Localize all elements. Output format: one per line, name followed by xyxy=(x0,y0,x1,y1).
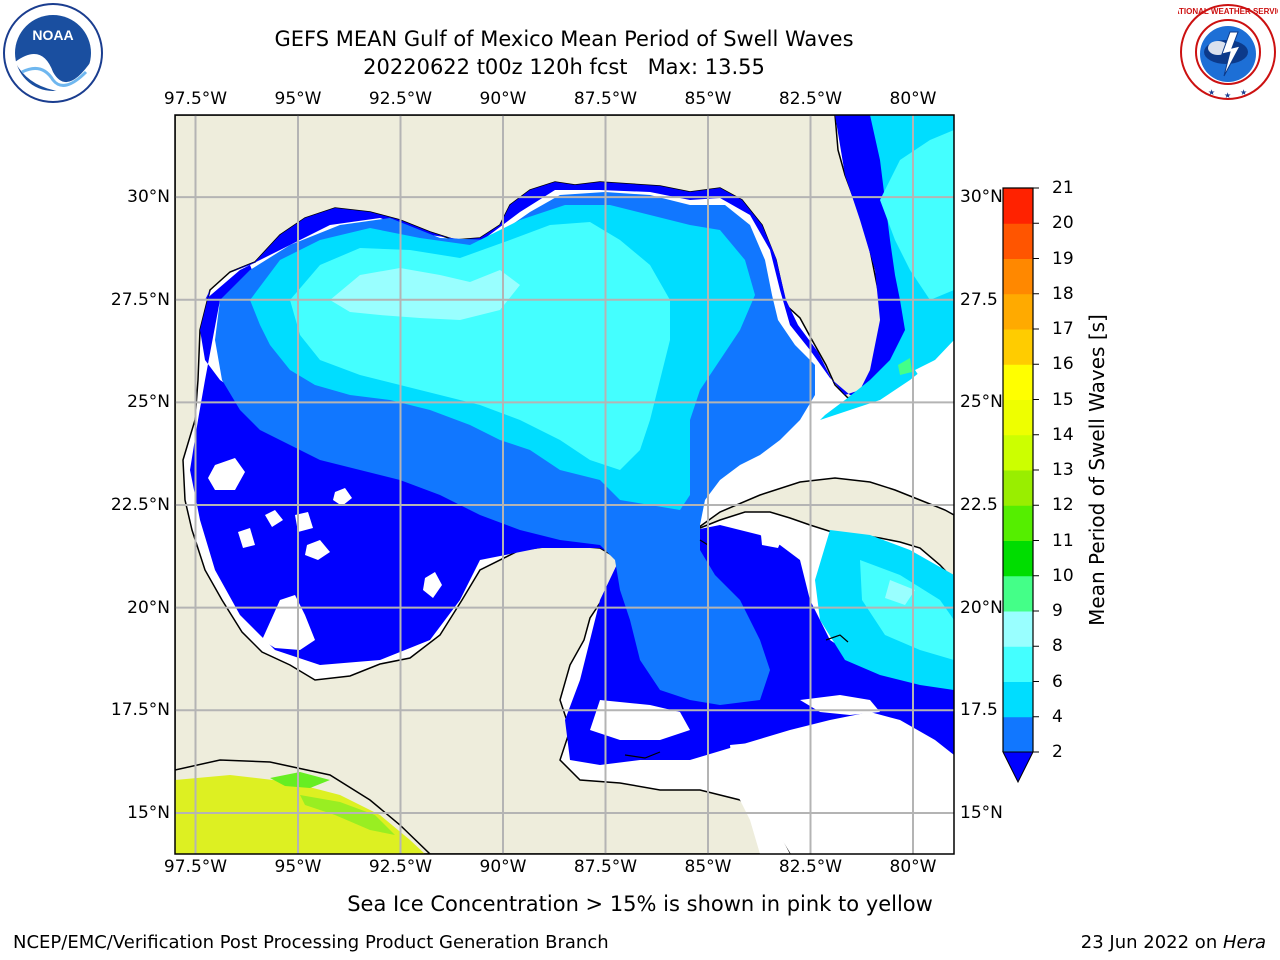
colorbar-tick-label: 18 xyxy=(1052,283,1074,304)
chart-title-line1: GEFS MEAN Gulf of Mexico Mean Period of … xyxy=(274,27,854,51)
colorbar-tick-label: 2 xyxy=(1052,742,1063,762)
contour-below-2s xyxy=(190,115,954,765)
longitude-label: 85°W xyxy=(684,857,732,877)
nws-ring-text: NATIONAL WEATHER SERVICE xyxy=(1178,7,1278,16)
colorbar-tick-label: 13 xyxy=(1052,460,1074,480)
longitude-label: 95°W xyxy=(274,857,322,877)
sea-ice-note: Sea Ice Concentration > 15% is shown in … xyxy=(347,892,933,916)
colorbar-swatch xyxy=(1003,293,1033,330)
longitude-label: 97.5°W xyxy=(163,89,228,109)
svg-text:★: ★ xyxy=(1224,91,1231,100)
chart-title-line2: 20220622 t00z 120h fcst Max: 13.55 xyxy=(363,55,765,79)
noaa-logo-text: NOAA xyxy=(32,27,73,43)
contour-pacific-11-12s xyxy=(270,772,330,788)
colorbar-tick-label: 9 xyxy=(1052,601,1063,621)
latitude-label: 25°N xyxy=(127,392,170,413)
map-frame xyxy=(174,114,955,855)
colorbar-tick-label: 20 xyxy=(1052,213,1074,234)
longitude-label: 92.5°W xyxy=(368,857,433,877)
colorbar-swatch xyxy=(1003,575,1033,612)
colorbar-tick-label: 21 xyxy=(1052,178,1074,198)
colorbar-swatch xyxy=(1003,223,1033,259)
latitude-label: 30°N xyxy=(960,187,1003,208)
colorbar-tick-label: 10 xyxy=(1052,565,1074,586)
colorbar-swatch xyxy=(1003,681,1033,718)
latitude-label: 17.5 xyxy=(960,700,998,721)
longitude-label: 90°W xyxy=(479,857,527,877)
colorbar-tick-label: 16 xyxy=(1052,354,1074,375)
colorbar-swatch xyxy=(1003,470,1033,506)
colorbar-tick-label: 12 xyxy=(1052,495,1074,516)
colorbar-under-triangle xyxy=(1002,751,1034,784)
latitude-label: 27.5 xyxy=(960,289,998,310)
colorbar-swatch xyxy=(1003,540,1033,577)
colorbar-tick-label: 4 xyxy=(1052,706,1063,727)
colorbar-swatch xyxy=(1003,434,1033,471)
land-cuba xyxy=(694,477,954,582)
longitude-label: 90°W xyxy=(479,89,527,109)
longitude-label: 82.5°W xyxy=(778,89,843,109)
longitude-label: 85°W xyxy=(684,89,732,109)
colorbar-tick-label: 8 xyxy=(1052,636,1063,657)
colorbar-swatch xyxy=(1003,611,1033,647)
noaa-logo: NOAA xyxy=(2,2,104,104)
longitude-label: 80°W xyxy=(889,857,937,877)
longitude-label: 87.5°W xyxy=(573,857,638,877)
colorbar-swatch xyxy=(1003,188,1033,224)
colorbar-swatch xyxy=(1003,505,1033,541)
contour-9-10s xyxy=(898,358,912,375)
colorbar-tick-label: 19 xyxy=(1052,248,1074,269)
longitude-label: 80°W xyxy=(889,89,937,109)
latitude-label: 27.5°N xyxy=(110,289,170,310)
host-name: Hera xyxy=(1222,932,1266,953)
colorbar-tick-label: 11 xyxy=(1052,530,1074,551)
longitude-label: 95°W xyxy=(274,89,322,109)
svg-text:★: ★ xyxy=(1208,88,1215,97)
longitude-label: 92.5°W xyxy=(368,89,433,109)
colorbar-tick-label: 15 xyxy=(1052,389,1074,410)
contour-6-8s xyxy=(290,130,954,660)
graticule xyxy=(175,115,954,854)
nws-logo: NATIONAL WEATHER SERVICE ★ ★ ★ xyxy=(1168,2,1280,102)
latitude-label: 15°N xyxy=(127,802,170,823)
contour-8-9s xyxy=(330,268,915,605)
latitude-label: 22.5°N xyxy=(110,495,170,516)
latitude-label: 20°N xyxy=(127,597,170,618)
longitude-label: 87.5°W xyxy=(573,89,638,109)
latitude-label: 17.5°N xyxy=(110,700,170,721)
colorbar-swatch xyxy=(1003,364,1033,400)
latitude-label: 30°N xyxy=(127,187,170,208)
contour-pacific-10-11s xyxy=(300,795,395,835)
colorbar-swatch xyxy=(1003,399,1033,436)
colorbar-tick-label: 17 xyxy=(1052,319,1074,339)
longitude-label: 82.5°W xyxy=(778,857,843,877)
credit-text: NCEP/EMC/Verification Post Processing Pr… xyxy=(13,932,609,953)
latitude-label: 20°N xyxy=(960,597,1003,618)
longitude-label: 97.5°W xyxy=(163,857,228,877)
colorbar xyxy=(1002,187,1039,784)
colorbar-swatch xyxy=(1003,716,1033,753)
colorbar-tick-label: 6 xyxy=(1052,671,1063,692)
colorbar-label: Mean Period of Swell Waves [s] xyxy=(1085,314,1109,626)
latitude-label: 15°N xyxy=(960,802,1003,823)
latitude-label: 25°N xyxy=(960,392,1003,413)
colorbar-tick-label: 14 xyxy=(1052,424,1074,445)
date-value: 23 Jun 2022 on xyxy=(1080,932,1223,953)
date-text: 23 Jun 2022 on Hera xyxy=(1081,932,1266,954)
svg-text:★: ★ xyxy=(1240,88,1247,97)
coast-yucatan-islands xyxy=(624,539,849,759)
latitude-label: 22.5 xyxy=(960,495,998,516)
colorbar-swatch xyxy=(1003,646,1033,682)
colorbar-swatch xyxy=(1003,329,1033,365)
colorbar-swatch xyxy=(1003,258,1033,295)
contour-pacific-12-14s xyxy=(175,775,425,854)
